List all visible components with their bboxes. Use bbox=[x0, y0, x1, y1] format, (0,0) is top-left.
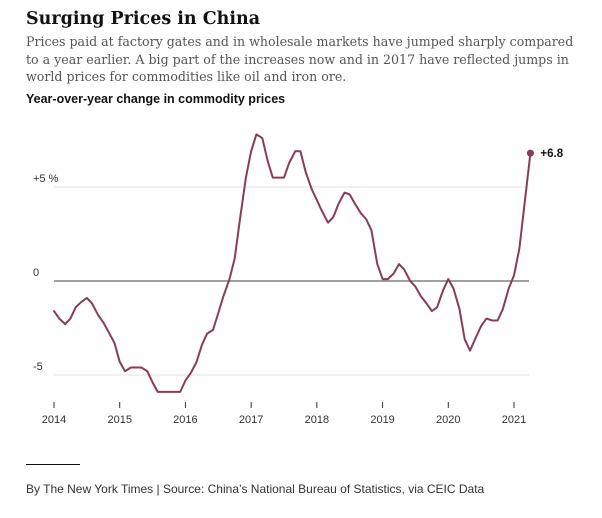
source-credit: By The New York Times | Source: China’s … bbox=[26, 482, 485, 496]
x-tick-label: 2016 bbox=[173, 414, 197, 426]
y-tick-label: +5 % bbox=[33, 173, 59, 185]
y-tick-label: -5 bbox=[33, 361, 43, 373]
footer-rule bbox=[26, 464, 80, 465]
x-tick-label: 2015 bbox=[107, 414, 131, 426]
endpoint-value-label: +6.8 bbox=[540, 148, 563, 160]
endpoint-marker bbox=[526, 149, 534, 157]
x-tick-label: 2014 bbox=[42, 414, 66, 426]
y-tick-label: 0 bbox=[33, 267, 39, 279]
x-tick-label: 2020 bbox=[436, 414, 460, 426]
chart-subtitle: Prices paid at factory gates and in whol… bbox=[26, 34, 574, 84]
chart-heading: Year-over-year change in commodity price… bbox=[26, 92, 286, 106]
x-tick-label: 2021 bbox=[502, 414, 526, 426]
series-line bbox=[53, 133, 532, 393]
label-layer: +5 % 0 -5 2014 2015 2016 2017 2018 2019 2020 2021 +… bbox=[33, 148, 564, 426]
grid-layer bbox=[54, 186, 529, 376]
x-tick-label: 2018 bbox=[305, 414, 329, 426]
commodity-price-chart: +5 % 0 -5 2014 2015 2016 2017 2018 2019 2020 2021 +… bbox=[33, 133, 564, 426]
x-tick-label: 2019 bbox=[370, 414, 394, 426]
chart-title: Surging Prices in China bbox=[26, 9, 261, 29]
series-layer bbox=[53, 133, 534, 393]
x-tick-label: 2017 bbox=[239, 414, 263, 426]
